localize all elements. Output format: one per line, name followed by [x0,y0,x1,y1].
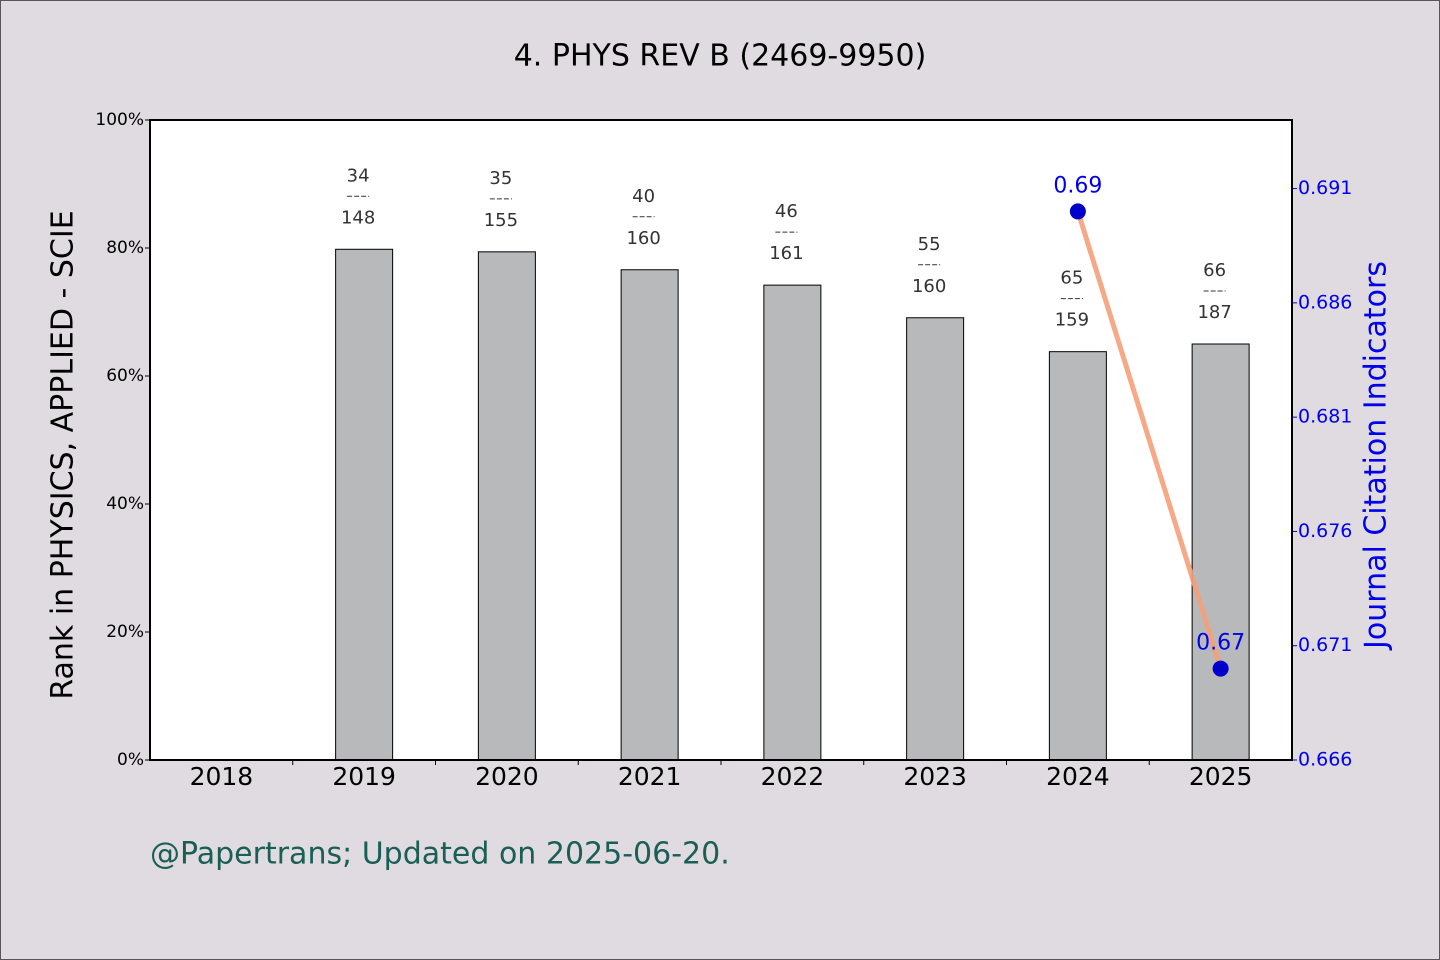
bar [477,251,536,761]
chart-title: 4. PHYS REV B (2469-9950) [514,39,927,74]
rank-label: 35 [489,168,512,189]
y2-tick-label: 0.676 [1298,520,1352,542]
rank-label: 65 [1060,268,1083,289]
y-tick-label: 60% [106,366,144,386]
total-label: 148 [341,207,375,228]
x-tick-label: 2025 [1189,762,1253,791]
y-tick-label: 100% [95,110,144,130]
total-label: 159 [1055,310,1089,331]
y-axis-label: Rank in PHYSICS, APPLIED - SCIE [46,210,81,699]
bar [906,317,965,761]
y2-tick-label: 0.681 [1298,406,1352,428]
y2-axis-label: Journal Citation Indicators [1359,261,1394,651]
x-tick-label: 2024 [1046,762,1110,791]
y-tick-label: 40% [106,494,144,514]
x-tick-label: 2019 [332,762,396,791]
total-label: 160 [912,276,946,297]
data-label: 0.67 [1196,631,1245,656]
x-tick-label: 2020 [475,762,539,791]
y2-tick-label: 0.691 [1298,177,1352,199]
data-label: 0.69 [1053,173,1102,198]
total-label: 161 [769,243,803,264]
rank-label: 46 [775,201,798,222]
x-tick-label: 2021 [618,762,682,791]
x-tick-label: 2018 [190,762,254,791]
line-marker [1212,660,1229,677]
bar [1191,343,1250,761]
total-label: 155 [484,210,518,231]
plot-area [150,120,1292,760]
rank-label: 34 [347,165,370,186]
y-tick-label: 20% [106,622,144,642]
bar [620,269,679,761]
y-tick-label: 0% [117,750,144,770]
bar [335,248,394,761]
x-tick-label: 2023 [903,762,967,791]
line [1075,210,1224,670]
line-marker [1069,203,1086,220]
rank-label: 40 [632,186,655,207]
footer: @Papertrans; Updated on 2025-06-20. [150,837,730,872]
x-tick-label: 2022 [761,762,825,791]
rank-label: 55 [918,234,941,255]
bar [763,284,822,761]
total-label: 187 [1197,302,1231,323]
y2-tick-label: 0.686 [1298,291,1352,313]
total-label: 160 [626,228,660,249]
y2-tick-label: 0.671 [1298,634,1352,656]
plot-frame [149,119,1293,761]
y-tick-label: 80% [106,238,144,258]
bar [1048,351,1107,761]
rank-label: 66 [1203,260,1226,281]
y2-tick-label: 0.666 [1298,749,1352,771]
